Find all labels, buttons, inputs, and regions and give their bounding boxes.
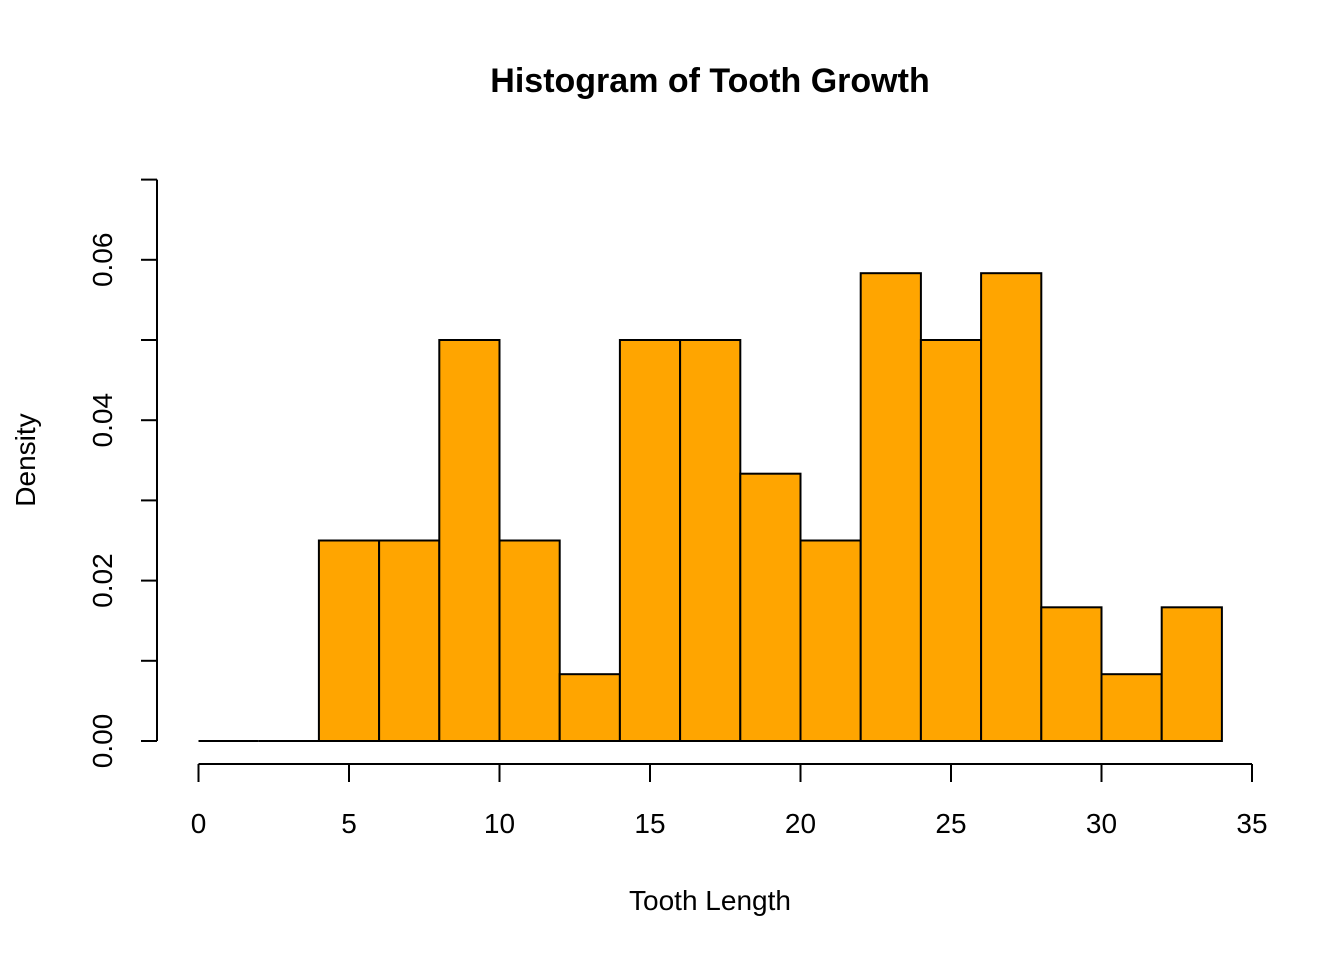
x-tick-label: 5 xyxy=(341,808,357,839)
y-tick-label: 0.02 xyxy=(87,553,118,608)
y-axis-label: Density xyxy=(10,413,41,506)
x-tick-label: 25 xyxy=(935,808,966,839)
histogram-bar xyxy=(558,673,621,743)
histogram-bar xyxy=(618,339,682,742)
histogram-bar xyxy=(498,539,561,742)
histogram-bar xyxy=(1160,606,1223,742)
x-tick-label: 35 xyxy=(1236,808,1267,839)
x-axis: 0 5 10 15 20 25 30 35 xyxy=(191,763,1268,839)
x-tick-label: 0 xyxy=(191,808,207,839)
histogram-bar xyxy=(980,272,1043,742)
y-axis: 0.00 0.02 0.04 0.06 xyxy=(87,178,158,769)
x-tick-label: 10 xyxy=(484,808,515,839)
x-tick-label: 30 xyxy=(1086,808,1117,839)
histogram-bar xyxy=(438,339,501,742)
x-tick-label: 15 xyxy=(634,808,665,839)
y-tick-label: 0.04 xyxy=(87,393,118,448)
histogram-bar xyxy=(679,339,742,742)
x-tick-label: 20 xyxy=(785,808,816,839)
histogram-bar xyxy=(919,339,983,742)
histogram-bar xyxy=(317,539,381,742)
histogram-bars xyxy=(198,272,1223,743)
histogram-bar xyxy=(739,472,802,742)
histogram-bar xyxy=(1040,606,1103,742)
y-tick-label: 0.06 xyxy=(87,233,118,288)
histogram-bar xyxy=(378,539,441,742)
histogram-bar xyxy=(859,272,922,742)
y-tick-label: 0.00 xyxy=(87,714,118,769)
chart-title: Histogram of Tooth Growth xyxy=(490,62,929,100)
histogram-bar xyxy=(1100,673,1163,743)
histogram-bar xyxy=(799,539,862,742)
x-axis-label: Tooth Length xyxy=(629,885,791,916)
